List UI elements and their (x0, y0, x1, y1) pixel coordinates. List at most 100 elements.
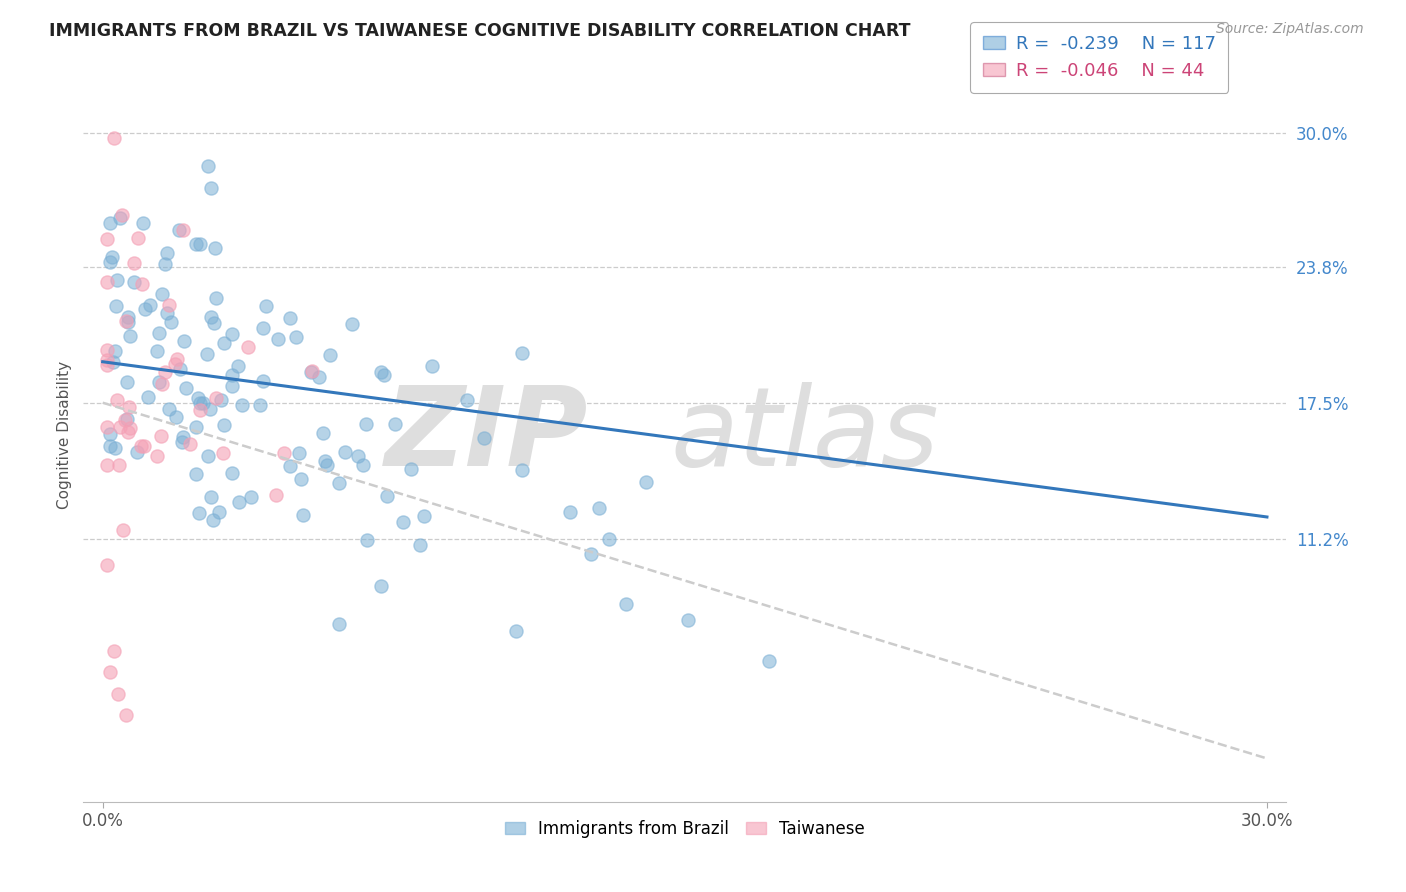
Point (104, 344, 127, 359)
Point (173, 334, 195, 349)
Point (581, 547, 603, 561)
Point (288, 446, 311, 460)
Point (100, 665, 122, 680)
Point (273, 446, 295, 460)
Point (204, 241, 226, 255)
Point (228, 494, 250, 508)
Point (328, 616, 350, 631)
Point (195, 347, 218, 361)
Point (115, 412, 138, 426)
Point (117, 315, 139, 329)
Point (112, 524, 135, 538)
Point (221, 326, 243, 341)
Point (409, 538, 432, 552)
Point (156, 306, 179, 320)
Point (104, 299, 127, 313)
Point (197, 449, 219, 463)
Point (201, 512, 224, 526)
Point (187, 391, 209, 405)
Point (157, 402, 180, 417)
Point (96, 558, 118, 572)
Point (197, 159, 219, 173)
Point (758, 655, 780, 669)
Point (124, 276, 146, 290)
Point (267, 332, 290, 346)
Point (127, 445, 149, 459)
Point (118, 421, 141, 435)
Point (96, 343, 118, 358)
Point (193, 395, 215, 409)
Point (153, 257, 176, 271)
Point (284, 330, 307, 344)
Point (373, 368, 395, 382)
Point (252, 374, 274, 388)
Point (108, 458, 131, 472)
Point (172, 430, 194, 444)
Point (314, 454, 336, 468)
Point (105, 392, 128, 407)
Point (172, 434, 194, 449)
Point (333, 444, 356, 458)
Point (252, 321, 274, 335)
Point (172, 223, 194, 237)
Point (115, 708, 138, 723)
Point (132, 216, 155, 230)
Point (179, 436, 201, 450)
Point (156, 246, 179, 260)
Point (370, 365, 392, 379)
Point (117, 401, 139, 415)
Point (131, 277, 153, 292)
Point (392, 515, 415, 529)
Point (187, 507, 209, 521)
Point (176, 381, 198, 395)
Point (254, 299, 277, 313)
Point (221, 379, 243, 393)
Point (212, 336, 235, 351)
Point (212, 418, 235, 433)
Point (200, 180, 222, 194)
Point (138, 390, 160, 404)
Point (101, 251, 124, 265)
Point (588, 501, 610, 516)
Point (120, 329, 142, 343)
Point (122, 255, 145, 269)
Point (100, 426, 122, 441)
Point (299, 366, 322, 380)
Text: Source: ZipAtlas.com: Source: ZipAtlas.com (1216, 22, 1364, 37)
Point (614, 597, 637, 611)
Point (165, 410, 187, 425)
Point (347, 449, 370, 463)
Point (560, 505, 582, 519)
Point (676, 613, 699, 627)
Point (636, 475, 658, 489)
Point (316, 458, 339, 472)
Point (413, 508, 436, 523)
Point (146, 449, 169, 463)
Point (205, 291, 228, 305)
Point (308, 370, 330, 384)
Point (100, 216, 122, 230)
Point (249, 399, 271, 413)
Text: IMMIGRANTS FROM BRAZIL VS TAIWANESE COGNITIVE DISABILITY CORRELATION CHART: IMMIGRANTS FROM BRAZIL VS TAIWANESE COGN… (49, 22, 911, 40)
Point (152, 376, 174, 391)
Point (510, 346, 533, 360)
Point (278, 310, 301, 325)
Point (96, 352, 118, 367)
Point (166, 352, 188, 367)
Point (200, 310, 222, 325)
Point (108, 420, 131, 434)
Point (169, 362, 191, 376)
Point (198, 402, 221, 417)
Point (134, 301, 156, 316)
Point (231, 398, 253, 412)
Point (420, 359, 443, 373)
Point (384, 417, 406, 432)
Point (188, 237, 211, 252)
Point (114, 313, 136, 327)
Point (148, 326, 170, 340)
Point (160, 315, 183, 329)
Point (221, 467, 243, 481)
Legend: Immigrants from Brazil, Taiwanese: Immigrants from Brazil, Taiwanese (498, 814, 872, 845)
Point (280, 458, 302, 473)
Point (103, 643, 125, 657)
